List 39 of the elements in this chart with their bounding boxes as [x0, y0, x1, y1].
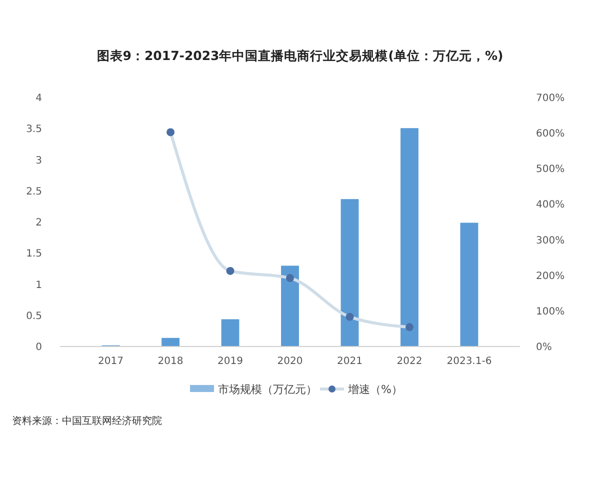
x-tick-label: 2022	[396, 356, 422, 367]
text: 资料来源：中国互联网经济研究院	[12, 415, 162, 427]
bar	[460, 222, 478, 346]
bar	[340, 199, 359, 346]
x-tick-label: 2020	[277, 356, 303, 367]
y-tick-label: 1.5	[26, 248, 42, 260]
y-tick-label: 3	[36, 155, 42, 166]
y-tick-label: 0	[36, 342, 42, 353]
point	[346, 312, 354, 321]
point	[226, 266, 234, 275]
chart-title: 图表9：2017-2023年中国直播电商行业交易规模(单位：万亿元，%)	[96, 48, 504, 63]
y2-tick-label: 700%	[536, 93, 565, 104]
y2-tick-label: 100%	[536, 306, 565, 318]
bar	[221, 319, 240, 346]
y-tick-label: 1	[36, 280, 42, 291]
y-tick-label: 2.5	[26, 186, 42, 198]
legend-label: 市场规模（万亿元）	[218, 383, 317, 396]
y-tick-label: 0.5	[26, 310, 42, 322]
x-tick-label: 2021	[337, 356, 362, 367]
legend-label: 增速（%）	[347, 383, 402, 396]
x-tick-label: 2018	[158, 356, 184, 367]
y2-tick-label: 300%	[536, 235, 565, 246]
bar	[281, 266, 299, 346]
x-tick-label: 2017	[98, 356, 124, 367]
point	[405, 323, 414, 332]
y-tick-label: 4	[36, 93, 42, 104]
y-tick-label: 2	[36, 218, 42, 228]
x-tick-label: 2023.1-6	[446, 356, 492, 367]
point	[286, 274, 294, 282]
y2-tick-label: 0%	[536, 342, 552, 353]
bar	[162, 338, 180, 346]
point	[166, 128, 175, 136]
y2-tick-label: 400%	[536, 200, 565, 211]
y2-tick-label: 500%	[536, 164, 565, 176]
y2-tick-label: 200%	[536, 270, 565, 282]
bar	[400, 128, 418, 346]
y2-tick-label: 600%	[536, 128, 565, 140]
x-tick-label: 2019	[218, 356, 243, 367]
y-tick-label: 3.5	[26, 124, 42, 136]
